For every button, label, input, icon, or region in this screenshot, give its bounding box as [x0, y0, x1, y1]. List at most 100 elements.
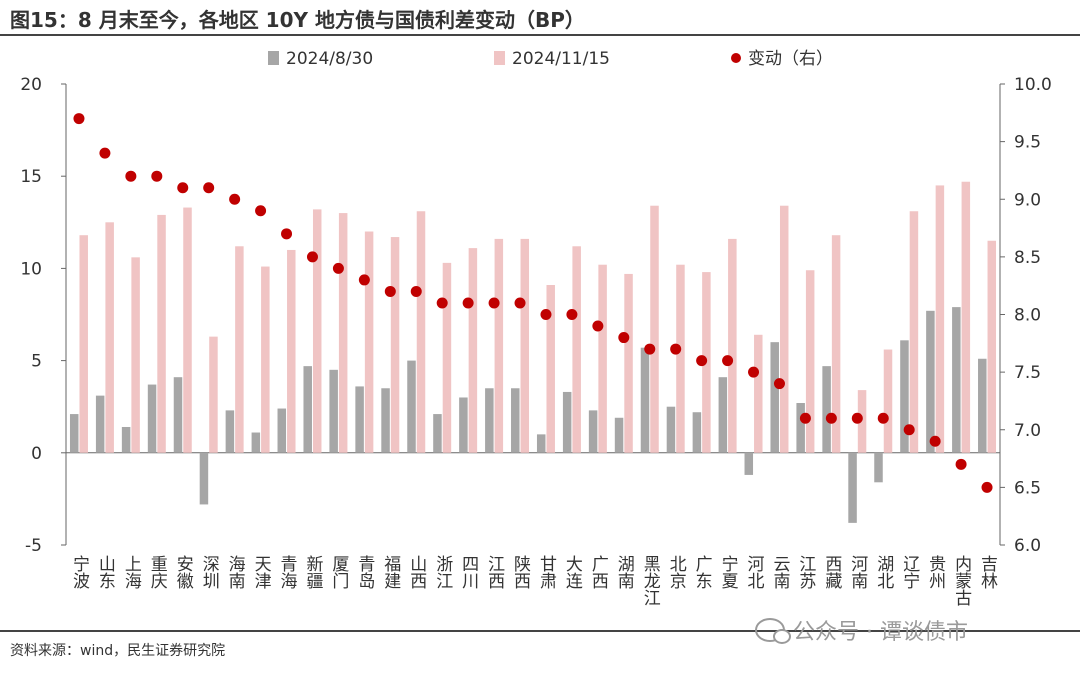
footer-divider: [0, 630, 1080, 632]
bar-2024-8-30: [874, 452, 883, 483]
category-label: 浙江: [432, 555, 453, 589]
wechat-icon: [755, 618, 791, 644]
bar-2024-8-30: [796, 403, 805, 453]
bar-2024-11-15: [520, 238, 530, 453]
category-label: 青海: [277, 555, 298, 590]
bar-2024-11-15: [338, 213, 348, 453]
bar-2024-8-30: [614, 417, 624, 453]
category-label: 广东: [692, 555, 713, 589]
bar-2024-8-30: [536, 434, 546, 453]
bar-2024-11-15: [572, 246, 581, 453]
category-label: 山东: [95, 555, 115, 589]
bar-2024-11-15: [676, 264, 685, 453]
change-point: [203, 182, 215, 194]
category-label: 内蒙古: [951, 555, 972, 606]
category-label: 厦门: [328, 555, 349, 590]
category-label: 北京: [666, 555, 687, 590]
bar-2024-8-30: [978, 358, 987, 453]
change-point: [670, 343, 682, 355]
category-label: 陕西: [510, 555, 530, 589]
change-point: [229, 193, 241, 205]
watermark-text: 公众号 · 谭谈债市: [793, 620, 968, 645]
category-label: 黑龙江: [640, 555, 661, 606]
bar-2024-8-30: [251, 432, 261, 453]
bar-2024-11-15: [779, 205, 789, 453]
left-tick-label: 20: [20, 75, 42, 95]
bar-2024-11-15: [390, 237, 400, 453]
bar-2024-11-15: [883, 349, 893, 453]
bar-2024-11-15: [494, 238, 504, 453]
change-point: [773, 378, 785, 390]
bar-2024-8-30: [121, 426, 131, 453]
bar-2024-11-15: [364, 231, 374, 453]
category-label: 西藏: [821, 555, 842, 590]
bar-2024-8-30: [640, 347, 650, 453]
category-label: 河北: [744, 555, 765, 589]
category-label: 辽宁: [899, 555, 920, 589]
left-tick-label: 15: [20, 167, 42, 187]
change-point: [929, 435, 941, 447]
change-point: [851, 412, 863, 424]
right-tick-label: 8.0: [1014, 306, 1041, 326]
bar-2024-11-15: [598, 264, 607, 453]
bar-2024-11-15: [857, 390, 867, 453]
bar-2024-11-15: [79, 235, 88, 453]
change-point: [358, 274, 370, 286]
change-point: [306, 251, 318, 263]
bar-2024-8-30: [666, 406, 676, 453]
category-label: 海南: [225, 555, 246, 589]
right-tick-label: 10.0: [1014, 75, 1052, 95]
bar-2024-11-15: [831, 235, 841, 453]
legend-2024-11-15-swatch: [494, 51, 505, 65]
change-point: [540, 309, 552, 320]
change-point: [436, 297, 448, 309]
category-label: 上海: [121, 555, 142, 590]
change-point: [592, 320, 604, 332]
category-label: 宁夏: [718, 555, 739, 589]
legend-change-swatch: [731, 53, 741, 63]
category-label: 山西: [406, 555, 426, 589]
change-point: [281, 228, 293, 240]
bar-2024-8-30: [407, 360, 416, 453]
bar-2024-8-30: [588, 410, 598, 453]
change-point: [151, 170, 163, 182]
category-label: 江西: [484, 555, 505, 589]
category-label: 新疆: [302, 555, 323, 589]
bar-2024-11-15: [183, 207, 192, 453]
change-point: [644, 343, 656, 355]
change-point: [981, 481, 993, 493]
legend-change-label: 变动（右）: [748, 49, 833, 69]
bar-2024-11-15: [728, 238, 737, 453]
change-point: [903, 424, 915, 436]
change-point: [125, 170, 137, 182]
right-tick-label: 7.0: [1014, 421, 1041, 441]
right-tick-label: 9.0: [1014, 190, 1041, 210]
change-point: [384, 285, 396, 297]
bar-2024-11-15: [105, 222, 114, 453]
category-label: 湖北: [873, 555, 894, 589]
change-point: [462, 297, 474, 309]
bar-2024-8-30: [952, 307, 961, 453]
left-tick-label: 5: [31, 352, 42, 372]
category-label: 四川: [458, 555, 479, 589]
bar-2024-8-30: [848, 452, 857, 523]
category-label: 云南: [769, 555, 790, 589]
legend-2024-8-30-label: 2024/8/30: [286, 49, 373, 69]
bar-2024-11-15: [261, 266, 270, 453]
bar-2024-8-30: [770, 342, 779, 453]
change-point: [514, 297, 526, 309]
change-point: [877, 412, 889, 424]
change-point: [73, 113, 85, 125]
category-label: 甘肃: [536, 555, 557, 589]
title-divider: [0, 34, 1080, 36]
watermark: 公众号 · 谭谈债市: [755, 614, 968, 646]
left-tick-label: -5: [25, 536, 42, 556]
bar-2024-8-30: [744, 452, 754, 475]
bar-2024-11-15: [416, 211, 426, 453]
bar-2024-11-15: [909, 211, 919, 453]
category-label: 深圳: [199, 555, 220, 589]
bar-2024-8-30: [511, 388, 520, 453]
bar-2024-11-15: [961, 181, 971, 453]
change-point: [488, 297, 500, 309]
bar-2024-11-15: [131, 257, 140, 453]
